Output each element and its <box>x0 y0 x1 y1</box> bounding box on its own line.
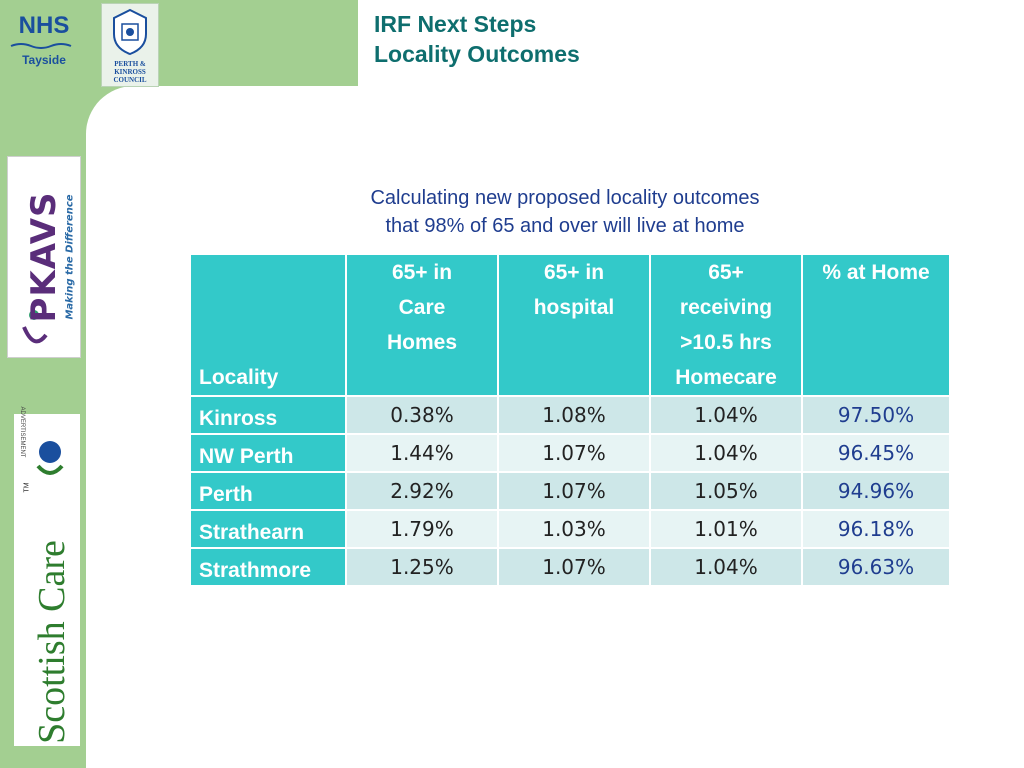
cell-care-homes: 1.44% <box>345 433 499 473</box>
cell-hospital: 1.07% <box>497 433 651 473</box>
scottish-care-logo: ADVERTISEMENT TM Scottish Care <box>14 407 80 746</box>
table-row: Strathearn 1.79% 1.03% 1.01% 96.18% <box>189 509 951 549</box>
trademark-label: TM <box>23 482 31 493</box>
cell-homecare: 1.04% <box>649 395 803 435</box>
cell-locality: NW Perth <box>189 433 347 473</box>
subtitle-line-1: Calculating new proposed locality outcom… <box>370 187 760 209</box>
nhs-logo-mark: NHS <box>18 12 70 39</box>
table-header-row: Locality 65+ in Care Homes 65+ in hospit… <box>189 253 951 397</box>
table-row: NW Perth 1.44% 1.07% 1.04% 96.45% <box>189 433 951 473</box>
header-hospital: 65+ in hospital <box>497 253 651 397</box>
cell-locality: Strathearn <box>189 509 347 549</box>
perth-kinross-council-logo: PERTH & KINROSS COUNCIL <box>101 3 159 87</box>
cell-locality: Perth <box>189 471 347 511</box>
nhs-wave-icon <box>10 43 72 49</box>
header-care-homes: 65+ in Care Homes <box>345 253 499 397</box>
header-homecare: 65+ receiving >10.5 hrs Homecare <box>649 253 803 397</box>
table-row: Perth 2.92% 1.07% 1.05% 94.96% <box>189 471 951 511</box>
pkavs-brand: PKAVS <box>24 191 64 323</box>
cell-homecare: 1.04% <box>649 547 803 587</box>
cell-at-home: 96.18% <box>801 509 951 549</box>
title-line-2: Locality Outcomes <box>374 41 580 67</box>
nhs-tayside-logo: NHS Tayside <box>6 12 82 76</box>
cell-at-home: 96.63% <box>801 547 951 587</box>
header-locality: Locality <box>189 253 347 397</box>
pkavs-tagline: Making the Difference <box>64 194 76 320</box>
cell-locality: Kinross <box>189 395 347 435</box>
cell-hospital: 1.03% <box>497 509 651 549</box>
corner-curve <box>86 86 146 146</box>
nhs-logo-sub: Tayside <box>22 53 66 67</box>
scottish-care-name: Scottish Care <box>31 540 73 744</box>
scottish-care-emblem-icon <box>36 441 64 475</box>
slide-title: IRF Next Steps Locality Outcomes <box>374 9 580 69</box>
title-line-1: IRF Next Steps <box>374 11 537 37</box>
cell-care-homes: 0.38% <box>345 395 499 435</box>
advertisement-label: ADVERTISEMENT <box>19 406 25 458</box>
cell-care-homes: 1.79% <box>345 509 499 549</box>
cell-homecare: 1.04% <box>649 433 803 473</box>
cell-homecare: 1.01% <box>649 509 803 549</box>
table-row: Kinross 0.38% 1.08% 1.04% 97.50% <box>189 395 951 435</box>
cell-at-home: 96.45% <box>801 433 951 473</box>
pkavs-logo: PKAVS Making the Difference <box>7 156 81 358</box>
top-green-band <box>0 0 358 86</box>
cell-hospital: 1.08% <box>497 395 651 435</box>
slide-subtitle: Calculating new proposed locality outcom… <box>300 184 830 240</box>
subtitle-line-2: that 98% of 65 and over will live at hom… <box>385 215 745 237</box>
cell-homecare: 1.05% <box>649 471 803 511</box>
cell-at-home: 94.96% <box>801 471 951 511</box>
cell-care-homes: 2.92% <box>345 471 499 511</box>
table-row: Strathmore 1.25% 1.07% 1.04% 96.63% <box>189 547 951 587</box>
locality-outcomes-table: Locality 65+ in Care Homes 65+ in hospit… <box>189 253 951 587</box>
pkavs-swirl-icon <box>22 310 48 344</box>
cell-at-home: 97.50% <box>801 395 951 435</box>
cell-locality: Strathmore <box>189 547 347 587</box>
council-logo-text: PERTH & KINROSS COUNCIL <box>113 60 147 84</box>
cell-hospital: 1.07% <box>497 471 651 511</box>
cell-hospital: 1.07% <box>497 547 651 587</box>
cell-care-homes: 1.25% <box>345 547 499 587</box>
council-crest-icon <box>113 8 147 56</box>
header-at-home: % at Home <box>801 253 951 397</box>
